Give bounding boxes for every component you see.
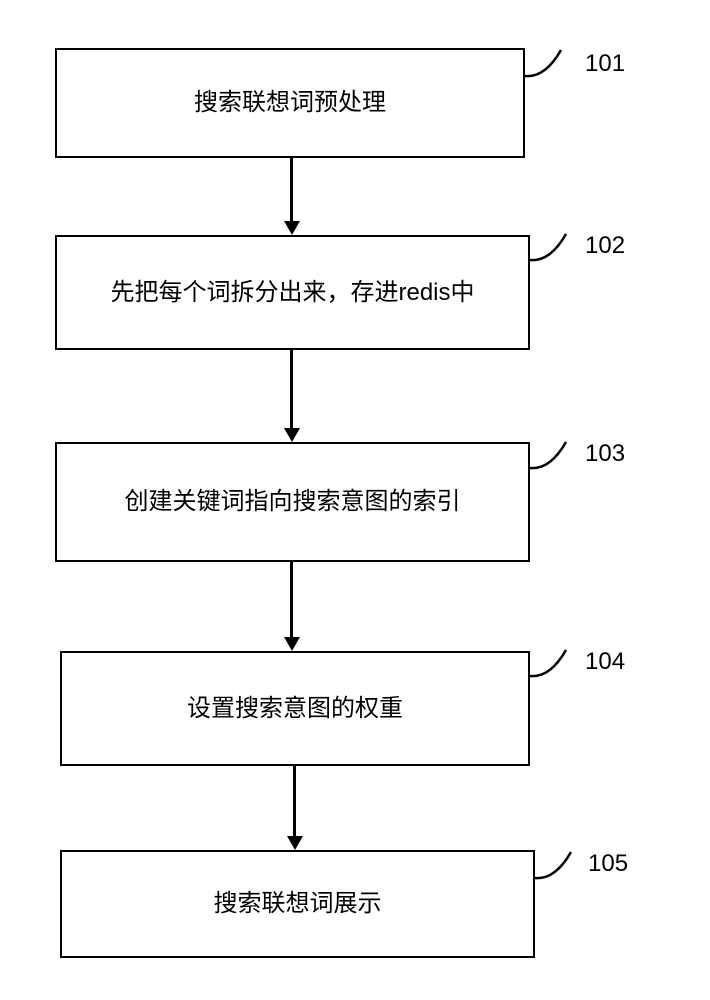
arrow-2 (290, 350, 293, 428)
flowchart-container: 搜索联想词预处理 101 先把每个词拆分出来，存进redis中 102 创建关键… (0, 0, 710, 1000)
arrow-head-1 (284, 221, 300, 235)
arrow-4 (293, 766, 296, 836)
step-box-105: 搜索联想词展示 (60, 850, 535, 958)
step-box-102: 先把每个词拆分出来，存进redis中 (55, 235, 530, 350)
step-box-103: 创建关键词指向搜索意图的索引 (55, 442, 530, 562)
step-text: 搜索联想词预处理 (194, 87, 386, 118)
leader-line-101 (525, 48, 575, 83)
step-box-101: 搜索联想词预处理 (55, 48, 525, 158)
arrow-head-4 (287, 836, 303, 850)
step-box-104: 设置搜索意图的权重 (60, 651, 530, 766)
arrow-1 (290, 158, 293, 221)
step-text: 搜索联想词展示 (214, 888, 382, 919)
arrow-head-3 (284, 637, 300, 651)
step-label-102: 102 (585, 232, 625, 260)
leader-line-103 (530, 440, 580, 475)
arrow-head-2 (284, 428, 300, 442)
step-label-104: 104 (585, 648, 625, 676)
step-label-101: 101 (585, 50, 625, 78)
step-label-103: 103 (585, 440, 625, 468)
step-text: 设置搜索意图的权重 (187, 693, 403, 724)
leader-line-102 (530, 232, 580, 267)
step-text: 先把每个词拆分出来，存进redis中 (110, 277, 474, 308)
leader-line-105 (535, 850, 585, 885)
leader-line-104 (530, 648, 580, 683)
arrow-3 (290, 562, 293, 637)
step-label-105: 105 (588, 850, 628, 878)
step-text: 创建关键词指向搜索意图的索引 (125, 486, 461, 517)
